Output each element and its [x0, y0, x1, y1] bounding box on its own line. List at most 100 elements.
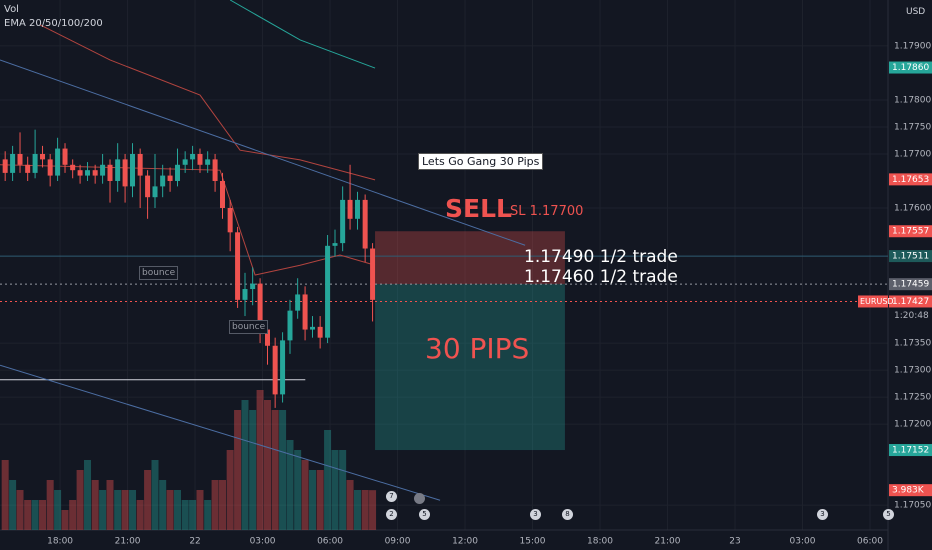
price-label-bg — [889, 278, 932, 291]
candle-body — [190, 153, 196, 160]
price-label: 1.17459 — [892, 280, 929, 290]
candle-body — [77, 170, 83, 176]
volume-bar — [61, 510, 69, 530]
candle-body — [130, 153, 136, 187]
event-icon[interactable] — [414, 493, 425, 504]
note-box: Lets Go Gang 30 Pips — [418, 153, 544, 170]
candle-body — [175, 164, 181, 181]
event-icon[interactable]: 5 — [419, 509, 430, 520]
candle-body — [70, 164, 76, 171]
volume-bar — [324, 430, 332, 530]
candle-body — [47, 159, 53, 176]
x-tick-label: 21:00 — [655, 537, 681, 547]
price-label: 1.17860 — [892, 63, 929, 73]
volume-bar — [301, 460, 309, 530]
y-tick-label: 1.17600 — [894, 204, 931, 214]
candle-body — [145, 175, 151, 198]
candle-body — [122, 159, 128, 187]
volume-bar — [174, 490, 182, 530]
trade-label: 1.17460 1/2 trade — [524, 267, 678, 287]
x-tick-label: 18:00 — [47, 537, 73, 547]
event-icon[interactable]: 5 — [883, 509, 894, 520]
stop-zone — [375, 231, 565, 285]
price-label-bg — [889, 225, 932, 238]
volume-bar — [234, 410, 242, 530]
candle-body — [152, 186, 158, 198]
x-tick-label: 18:00 — [587, 537, 613, 547]
volume-bar — [331, 450, 339, 530]
candle-body — [10, 153, 16, 173]
candle-body — [347, 199, 353, 219]
x-tick-label: 03:00 — [250, 537, 276, 547]
price-label-bg — [889, 444, 932, 457]
volume-bar — [84, 460, 92, 530]
y-tick-label: 1.17200 — [894, 420, 931, 430]
volume-bar — [308, 470, 316, 530]
y-tick-label: 1.17900 — [894, 41, 931, 51]
volume-bar — [316, 470, 324, 530]
indicator-line — [0, 164, 376, 276]
event-icon[interactable]: 3 — [817, 509, 828, 520]
volume-bar — [114, 490, 122, 530]
volume-bar — [46, 480, 54, 530]
volume-bar — [159, 480, 167, 530]
volume-bar — [144, 470, 152, 530]
candle-body — [115, 159, 121, 181]
candle-body — [197, 153, 203, 165]
volume-bar — [346, 480, 354, 530]
price-label: 1.17427 — [892, 297, 929, 307]
sell-label: SELL — [445, 194, 512, 223]
y-tick-label: 1.17050 — [894, 501, 931, 511]
volume-bar — [361, 490, 369, 530]
event-icon[interactable]: 7 — [386, 491, 397, 502]
volume-bar — [24, 500, 32, 530]
volume-bar — [16, 490, 24, 530]
candle-body — [137, 153, 143, 176]
symbol-bg — [858, 295, 888, 308]
volume-bar — [294, 450, 302, 530]
volume-bar — [189, 500, 197, 530]
indicator-line — [0, 364, 441, 501]
price-label-bg — [889, 61, 932, 74]
volume-bar — [181, 500, 189, 530]
candle-body — [272, 345, 278, 395]
volume-bar — [256, 390, 264, 530]
event-icon[interactable]: 2 — [386, 509, 397, 520]
bounce-label: bounce — [229, 320, 269, 334]
event-icon[interactable]: 8 — [562, 509, 573, 520]
indicator-line — [39, 24, 376, 181]
volume-bar — [99, 490, 107, 530]
candle-body — [25, 164, 31, 173]
candle-body — [17, 153, 23, 165]
event-icon[interactable]: 3 — [530, 509, 541, 520]
volume-bar — [9, 480, 17, 530]
indicator-line — [229, 0, 376, 69]
candle-body — [85, 170, 91, 176]
candle-body — [295, 294, 301, 311]
volume-bar — [353, 490, 361, 530]
volume-bar — [121, 490, 129, 530]
candle-body — [362, 199, 368, 249]
volume-bar — [339, 450, 347, 530]
candle-body — [317, 326, 323, 338]
candle-body — [340, 199, 346, 244]
volume-bar — [196, 490, 204, 530]
price-label: 1.17653 — [892, 175, 929, 185]
candle-body — [242, 289, 248, 300]
y-tick-label: 1.17750 — [894, 122, 931, 132]
currency-label: USD — [906, 7, 926, 17]
target-zone — [375, 284, 565, 451]
volume-label: 3.983K — [892, 486, 925, 496]
candle-body — [235, 232, 241, 300]
candle-body — [55, 148, 61, 176]
stop-loss-label: SL 1.17700 — [510, 204, 584, 219]
price-label: 1.17511 — [892, 252, 929, 262]
candle-body — [107, 164, 113, 181]
volume-label-bg — [889, 484, 932, 497]
volume-bar — [279, 410, 287, 530]
volume-bar — [226, 450, 234, 530]
candle-body — [250, 283, 256, 290]
x-tick-label: 09:00 — [385, 537, 411, 547]
